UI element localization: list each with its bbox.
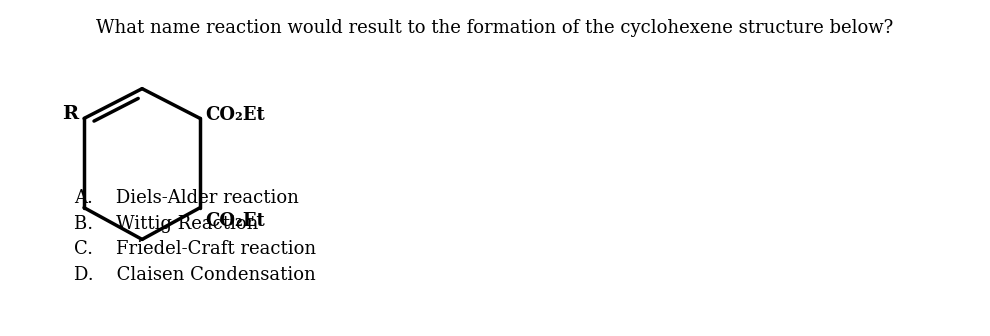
Text: CO₂Et: CO₂Et (205, 212, 264, 229)
Text: R: R (62, 106, 78, 123)
Text: CO₂Et: CO₂Et (205, 107, 264, 124)
Text: B.    Wittig Reaction: B. Wittig Reaction (74, 215, 258, 233)
Text: What name reaction would result to the formation of the cyclohexene structure be: What name reaction would result to the f… (96, 19, 894, 37)
Text: C.    Friedel-Craft reaction: C. Friedel-Craft reaction (74, 240, 317, 258)
Text: D.    Claisen Condensation: D. Claisen Condensation (74, 266, 316, 284)
Text: A.    Diels-Alder reaction: A. Diels-Alder reaction (74, 189, 299, 207)
